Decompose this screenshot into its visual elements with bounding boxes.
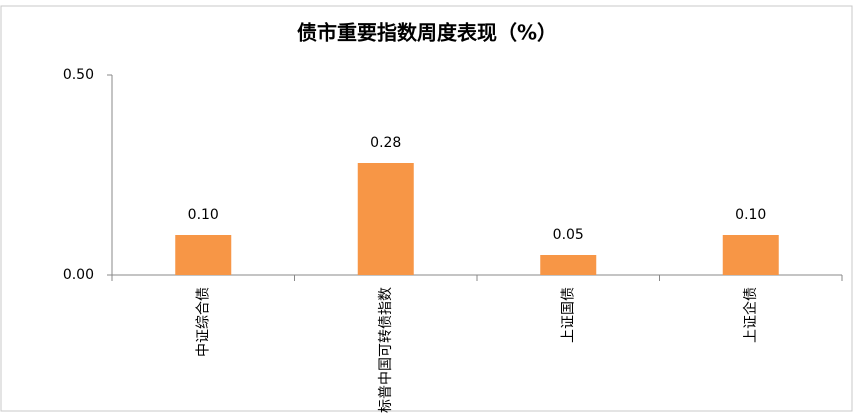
x-tick-label: 中证综合债	[195, 287, 211, 357]
x-tick-label: 标普中国可转债指数	[378, 287, 394, 413]
bar	[175, 235, 232, 275]
y-tick-label: 0.50	[63, 67, 94, 83]
x-tick-label: 上证国债	[560, 287, 576, 343]
data-label: 0.10	[188, 207, 219, 223]
data-label: 0.28	[370, 135, 401, 151]
chart-title: 债市重要指数周度表现（%）	[297, 21, 557, 45]
x-tick-label: 上证企债	[742, 287, 759, 343]
chart-frame	[0, 5, 853, 412]
data-label: 0.05	[553, 227, 584, 243]
data-label: 0.10	[735, 207, 766, 223]
bar	[722, 235, 779, 275]
bar	[540, 255, 597, 275]
y-tick-label: 0.00	[63, 267, 94, 283]
bar	[357, 163, 414, 275]
